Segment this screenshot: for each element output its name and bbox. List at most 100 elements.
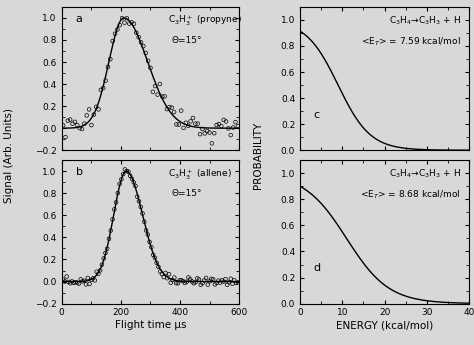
Point [158, 94, 166, 99]
Point [75, 281, 83, 286]
Text: Θ=15°: Θ=15° [172, 36, 202, 45]
Point [107, 228, 115, 233]
Point [62, 134, 69, 140]
Point [105, 236, 113, 241]
Point [217, 280, 224, 285]
Point [227, 276, 235, 282]
Point [66, 280, 74, 286]
Point [85, 107, 93, 112]
Point [64, 118, 72, 124]
Point [69, 121, 76, 127]
Point [90, 112, 98, 117]
Point [95, 107, 102, 112]
Point [222, 119, 230, 124]
Point [234, 280, 242, 285]
Point [144, 232, 152, 237]
Text: PROBABILITY: PROBABILITY [253, 122, 264, 189]
Text: C$_3$H$_3^+$ (propyne): C$_3$H$_3^+$ (propyne) [168, 14, 242, 28]
Point [103, 246, 111, 252]
Point [91, 277, 99, 283]
X-axis label: Flight time μs: Flight time μs [115, 320, 186, 330]
Point [210, 130, 218, 136]
Point [128, 176, 136, 181]
Point [132, 183, 139, 189]
Point [229, 125, 237, 130]
Point [164, 275, 171, 281]
Point [95, 271, 102, 277]
Point [68, 279, 76, 284]
Point [201, 131, 209, 136]
Point [76, 125, 83, 131]
Point [121, 20, 128, 26]
Text: <E$_T$> = 7.59 kcal/mol: <E$_T$> = 7.59 kcal/mol [361, 36, 461, 48]
Point [188, 279, 196, 284]
Point [215, 278, 222, 283]
Point [176, 278, 183, 283]
Point [175, 122, 182, 127]
Point [229, 281, 237, 287]
Point [107, 56, 114, 62]
Point [195, 277, 203, 282]
Point [196, 131, 204, 137]
Point [190, 280, 198, 286]
Point [215, 121, 223, 127]
Point [193, 276, 201, 281]
Point [82, 282, 90, 287]
Point [144, 58, 152, 63]
Point [146, 65, 154, 71]
Point [100, 256, 108, 261]
Point [230, 277, 238, 283]
Point [186, 276, 194, 282]
Point [96, 268, 104, 273]
Point [73, 280, 81, 286]
Point [232, 119, 239, 125]
Point [146, 239, 154, 245]
Text: b: b [76, 167, 83, 177]
Point [180, 125, 187, 131]
Point [61, 279, 69, 284]
Point [134, 194, 141, 199]
Point [101, 250, 109, 256]
Point [84, 275, 91, 281]
Point [70, 280, 77, 286]
Point [161, 93, 168, 99]
Point [123, 16, 131, 21]
Point [139, 211, 146, 216]
Point [183, 279, 191, 285]
Point [184, 275, 192, 280]
Point [177, 108, 185, 114]
Point [234, 124, 242, 129]
Point [153, 260, 160, 266]
Text: C$_3$H$_4$→C$_3$H$_3$ + H: C$_3$H$_4$→C$_3$H$_3$ + H [389, 167, 461, 180]
Point [174, 280, 182, 286]
Point [92, 104, 100, 110]
Point [149, 89, 156, 95]
Point [202, 275, 210, 281]
Point [63, 274, 71, 279]
Point [165, 104, 173, 110]
Point [111, 31, 119, 37]
Point [125, 169, 132, 175]
Point [181, 280, 189, 286]
Point [104, 64, 112, 70]
Point [213, 280, 220, 286]
Point [137, 204, 145, 210]
Point [211, 282, 219, 287]
Point [109, 38, 117, 44]
Point [127, 173, 134, 179]
Text: C$_3$H$_4$→C$_3$H$_3$ + H: C$_3$H$_4$→C$_3$H$_3$ + H [389, 14, 461, 27]
Point [81, 121, 88, 126]
Point [163, 106, 171, 112]
Point [167, 280, 174, 285]
Point [208, 276, 215, 282]
Point [100, 85, 107, 91]
Point [223, 282, 231, 288]
Point [206, 279, 213, 284]
Point [171, 275, 178, 280]
Point [187, 119, 194, 124]
Point [170, 109, 178, 115]
Point [158, 271, 166, 277]
Point [59, 122, 67, 128]
Point [97, 87, 105, 92]
Point [112, 200, 120, 205]
